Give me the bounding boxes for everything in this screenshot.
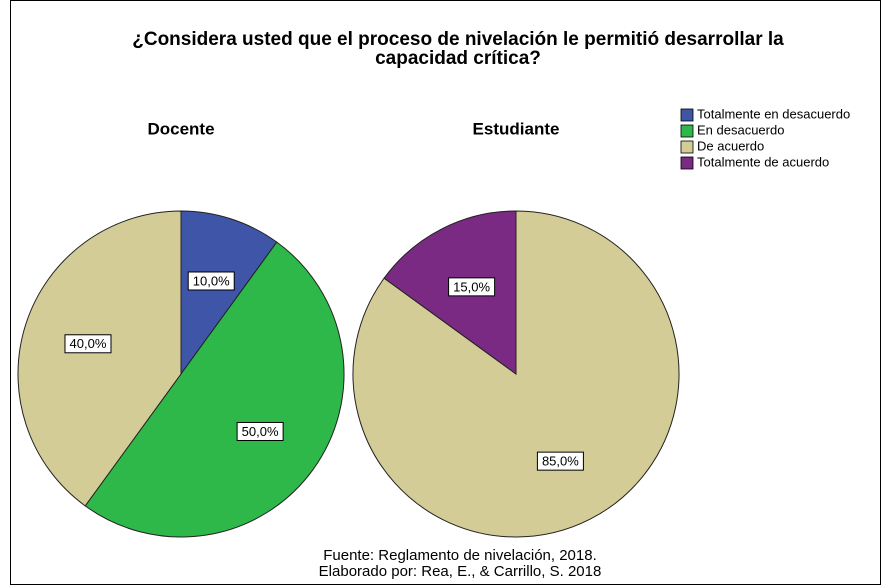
legend-label: De acuerdo [697,138,764,153]
data-label-box [536,451,584,471]
pie-slice [17,210,182,507]
pie-slice [180,210,278,376]
legend-swatch [680,140,694,154]
data-label: 10,0% [193,273,230,288]
data-label: 50,0% [242,424,279,439]
legend-label: Totalmente en desacuerdo [697,106,850,121]
legend-swatch [680,124,694,138]
data-label-box [64,334,112,354]
chart-title: capacidad crítica? [375,48,541,69]
pie-title: Estudiante [473,119,560,138]
legend-label: En desacuerdo [697,122,784,137]
data-label: 40,0% [70,336,107,351]
chart-title: ¿Considera usted que el proceso de nivel… [132,29,784,50]
legend-swatch [680,156,694,170]
legend-label: Totalmente de acuerdo [697,154,829,169]
data-label-box [236,421,284,441]
legend-swatch [680,108,694,122]
pie-title: Docente [147,119,214,138]
pie-slice [84,241,345,538]
source-note: Elaborado por: Rea, E., & Carrillo, S. 2… [319,563,602,580]
source-note: Fuente: Reglamento de nivelación, 2018. [323,547,597,564]
data-label-box [448,277,496,297]
data-label: 15,0% [453,279,490,294]
data-label: 85,0% [542,454,579,469]
data-label-box [187,271,235,291]
